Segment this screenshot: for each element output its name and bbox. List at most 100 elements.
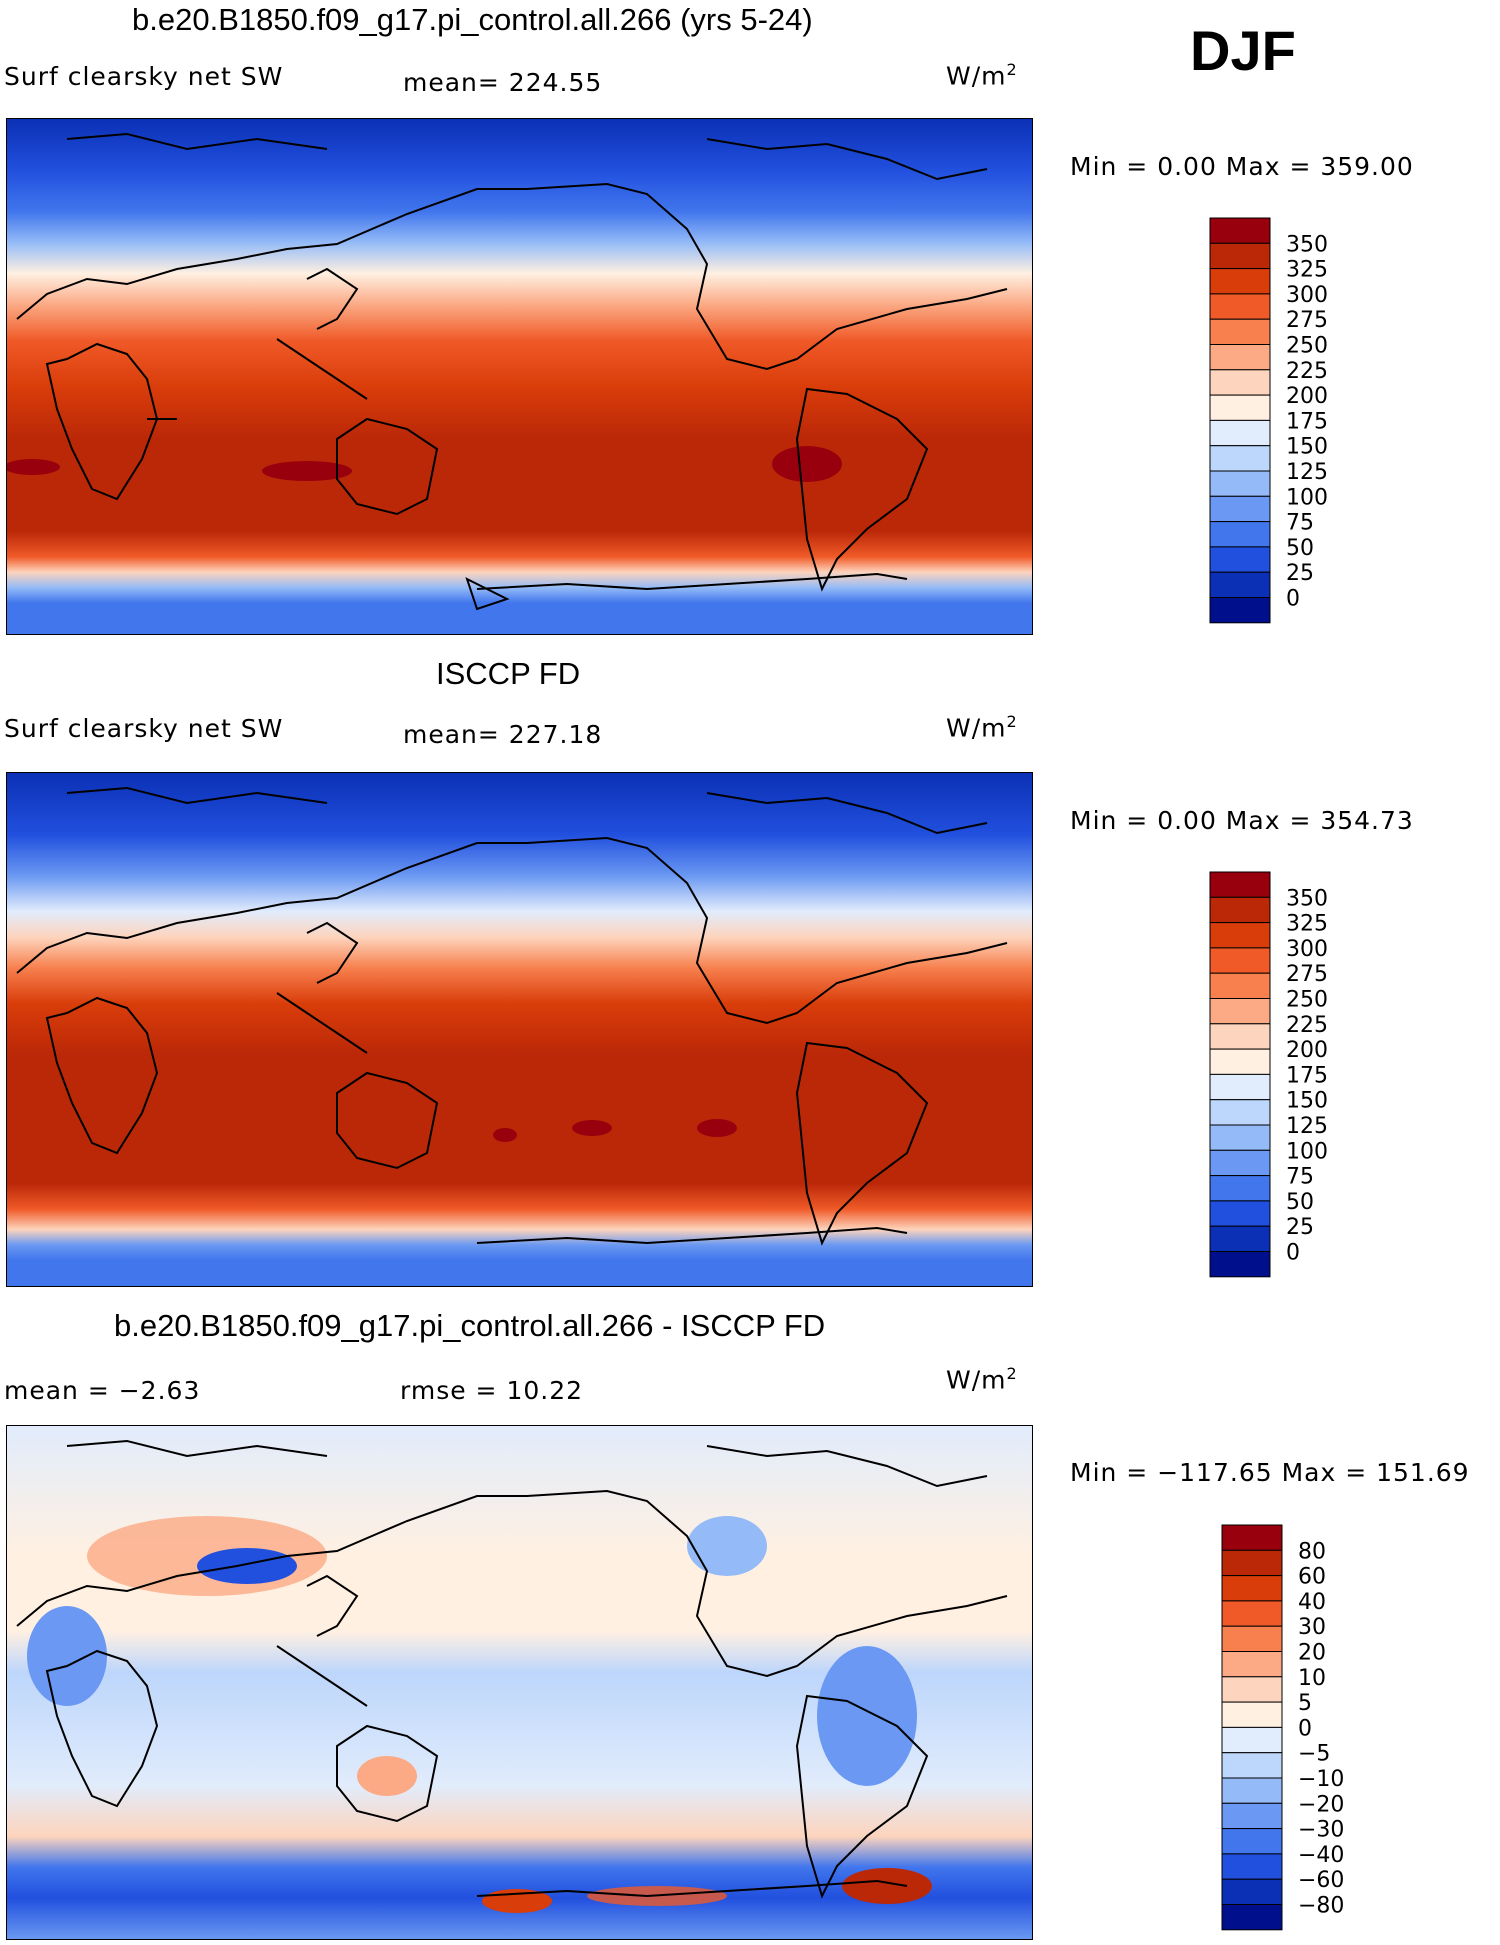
colorbar-swatch — [1209, 344, 1271, 371]
panel-3-minmax: Min = −117.65 Max = 151.69 — [1070, 1458, 1470, 1487]
colorbar-tick-label: 75 — [1286, 511, 1314, 536]
colorbar-tick-label: 25 — [1286, 561, 1314, 586]
panel-3-mean-label: mean = −2.63 — [4, 1376, 201, 1405]
colorbar-swatch — [1209, 394, 1271, 421]
colorbar-swatch — [1221, 1828, 1283, 1855]
colorbar-tick-label: 80 — [1298, 1539, 1326, 1564]
colorbar-tick-label: 175 — [1286, 1063, 1328, 1088]
colorbar-tick-label: 200 — [1286, 384, 1328, 409]
colorbar-tick-label: 100 — [1286, 1139, 1328, 1164]
colorbar-swatch — [1209, 972, 1271, 999]
colorbar-swatch — [1221, 1625, 1283, 1652]
colorbar-tick-label: 30 — [1298, 1615, 1326, 1640]
colorbar-swatch — [1209, 521, 1271, 548]
colorbar-swatch — [1209, 445, 1271, 472]
panel-1-map — [6, 118, 1033, 635]
colorbar-tick-label: 275 — [1286, 308, 1328, 333]
colorbar-tick-label: −5 — [1298, 1742, 1330, 1767]
colorbar-swatch — [1221, 1701, 1283, 1728]
colorbar-swatch — [1209, 1023, 1271, 1050]
colorbar-tick-label: 150 — [1286, 1089, 1328, 1114]
colorbar-tick-label: 325 — [1286, 258, 1328, 283]
colorbar-tick-label: 0 — [1286, 1241, 1300, 1266]
colorbar-tick-label: −40 — [1298, 1843, 1344, 1868]
colorbar-tick-label: 25 — [1286, 1215, 1314, 1240]
colorbar-tick-label: −60 — [1298, 1868, 1344, 1893]
colorbar-tick-label: 0 — [1286, 587, 1300, 612]
colorbar-swatch — [1209, 495, 1271, 523]
colorbar-tick-label: 40 — [1298, 1590, 1326, 1615]
colorbar-swatch — [1221, 1651, 1283, 1678]
colorbar-tick-label: 225 — [1286, 1013, 1328, 1038]
colorbar-swatch — [1221, 1549, 1283, 1577]
panel-1-minmax: Min = 0.00 Max = 359.00 — [1070, 152, 1414, 181]
colorbar-tick-label: −20 — [1298, 1792, 1344, 1817]
colorbar-swatch — [1209, 1048, 1271, 1075]
colorbar-swatch — [1209, 470, 1271, 497]
colorbar-swatch — [1209, 1124, 1271, 1151]
colorbar-tick-label: −30 — [1298, 1818, 1344, 1843]
panel-1-variable-label: Surf clearsky net SW — [4, 62, 284, 91]
colorbar-tick-label: 300 — [1286, 937, 1328, 962]
colorbar-tick-label: 50 — [1286, 536, 1314, 561]
colorbar-swatch — [1209, 1149, 1271, 1177]
colorbar-swatch — [1209, 1200, 1271, 1227]
colorbar-swatch — [1209, 1225, 1271, 1253]
colorbar-swatch — [1221, 1878, 1283, 1906]
panel-3-title: b.e20.B1850.f09_g17.pi_control.all.266 -… — [114, 1308, 826, 1343]
panel-3-map — [6, 1425, 1033, 1940]
colorbar-swatch — [1209, 1073, 1271, 1101]
panel-2-mean-label: mean= 227.18 — [403, 720, 603, 749]
panel-1-colorbar: 350 325 300 275 250 225 200 175 150 125 100 75 50 25 0 — [1209, 217, 1410, 628]
colorbar-tick-label: 350 — [1286, 232, 1328, 257]
colorbar-tick-label: 250 — [1286, 988, 1328, 1013]
colorbar-tick-label: 150 — [1286, 435, 1328, 460]
panel-2-minmax: Min = 0.00 Max = 354.73 — [1070, 806, 1414, 835]
colorbar-swatch — [1209, 217, 1271, 244]
colorbar-swatch — [1209, 546, 1271, 573]
panel-2-units: W/m2 — [946, 712, 1018, 743]
colorbar-tick-label: 100 — [1286, 485, 1328, 510]
colorbar-tick-label: 350 — [1286, 886, 1328, 911]
colorbar-swatch — [1209, 947, 1271, 974]
panel-3-units: W/m2 — [946, 1364, 1018, 1395]
colorbar-tick-label: 300 — [1286, 283, 1328, 308]
colorbar-tick-label: 60 — [1298, 1565, 1326, 1590]
colorbar-swatch — [1209, 597, 1271, 624]
panel-2-map — [6, 772, 1033, 1287]
colorbar-tick-label: 275 — [1286, 962, 1328, 987]
colorbar-tick-label: 175 — [1286, 409, 1328, 434]
panel-1-units: W/m2 — [946, 60, 1018, 91]
colorbar-tick-label: 200 — [1286, 1038, 1328, 1063]
colorbar-swatch — [1221, 1752, 1283, 1779]
colorbar-swatch — [1221, 1802, 1283, 1830]
colorbar-tick-label: 10 — [1298, 1666, 1326, 1691]
colorbar-tick-label: 50 — [1286, 1190, 1314, 1215]
colorbar-swatch — [1209, 1175, 1271, 1202]
colorbar-swatch — [1209, 419, 1271, 447]
colorbar-tick-label: 5 — [1298, 1691, 1312, 1716]
colorbar-swatch — [1221, 1853, 1283, 1880]
colorbar-swatch — [1221, 1524, 1283, 1551]
colorbar-swatch — [1209, 293, 1271, 320]
colorbar-tick-label: 75 — [1286, 1165, 1314, 1190]
colorbar-swatch — [1221, 1726, 1283, 1754]
season-label: DJF — [1190, 19, 1296, 82]
colorbar-tick-label: 125 — [1286, 460, 1328, 485]
colorbar-swatch — [1221, 1676, 1283, 1703]
colorbar-swatch — [1221, 1777, 1283, 1804]
panel-1-mean-label: mean= 224.55 — [403, 68, 603, 97]
colorbar-swatch — [1209, 998, 1271, 1025]
colorbar-swatch — [1221, 1600, 1283, 1627]
colorbar-swatch — [1221, 1904, 1283, 1931]
colorbar-swatch — [1209, 268, 1271, 295]
colorbar-tick-label: 125 — [1286, 1114, 1328, 1139]
panel-2-title: ISCCP FD — [436, 656, 581, 691]
colorbar-tick-label: 0 — [1298, 1716, 1312, 1741]
panel-2-colorbar: 350 325 300 275 250 225 200 175 150 125 100 75 50 25 0 — [1209, 871, 1410, 1282]
panel-3-colorbar: 80 60 40 30 20 10 5 0 −5 −10 −20 −30 −40 −60 −80 — [1221, 1524, 1422, 1935]
colorbar-swatch — [1209, 871, 1271, 898]
colorbar-swatch — [1209, 571, 1271, 599]
colorbar-swatch — [1209, 922, 1271, 949]
panel-1-title: b.e20.B1850.f09_g17.pi_control.all.266 (… — [132, 2, 813, 37]
